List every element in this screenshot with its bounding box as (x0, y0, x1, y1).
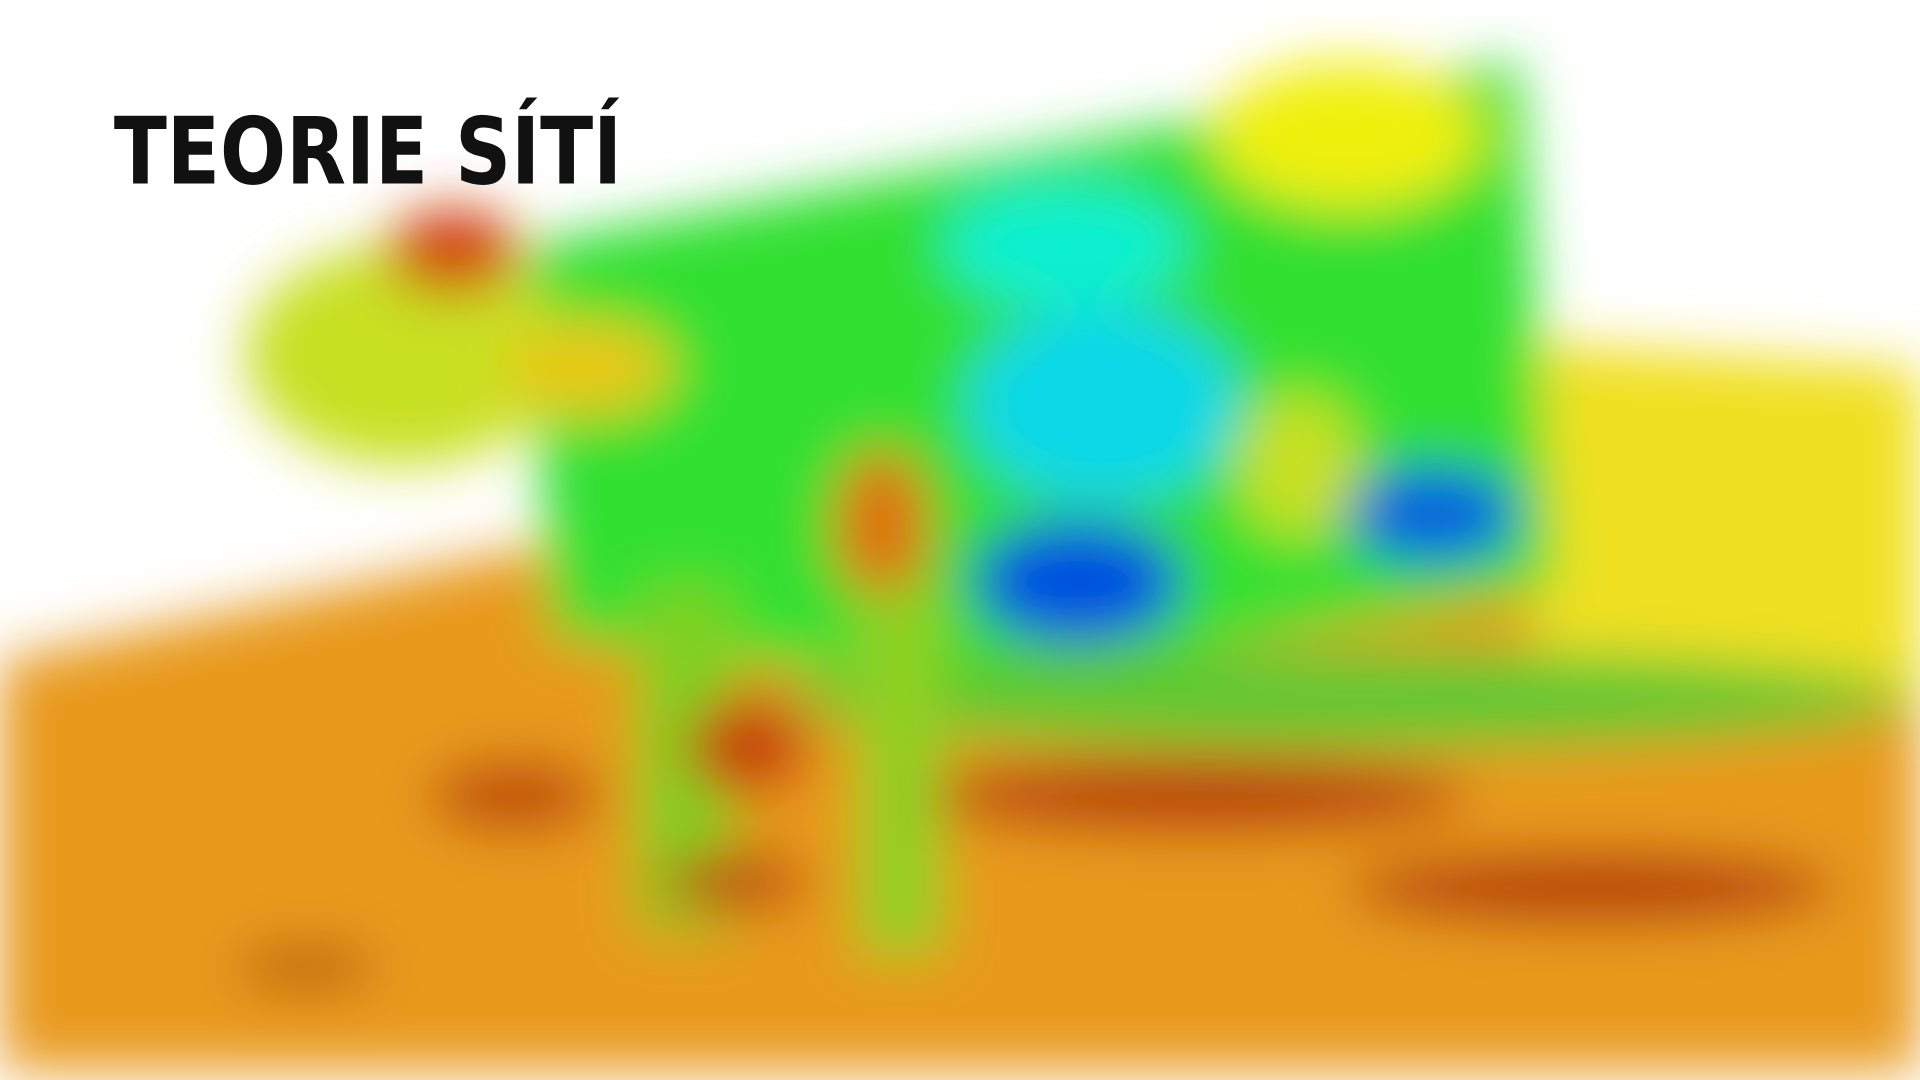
slide-title: TEORIE SÍTÍ (114, 98, 622, 206)
background-image (0, 61, 1920, 1072)
